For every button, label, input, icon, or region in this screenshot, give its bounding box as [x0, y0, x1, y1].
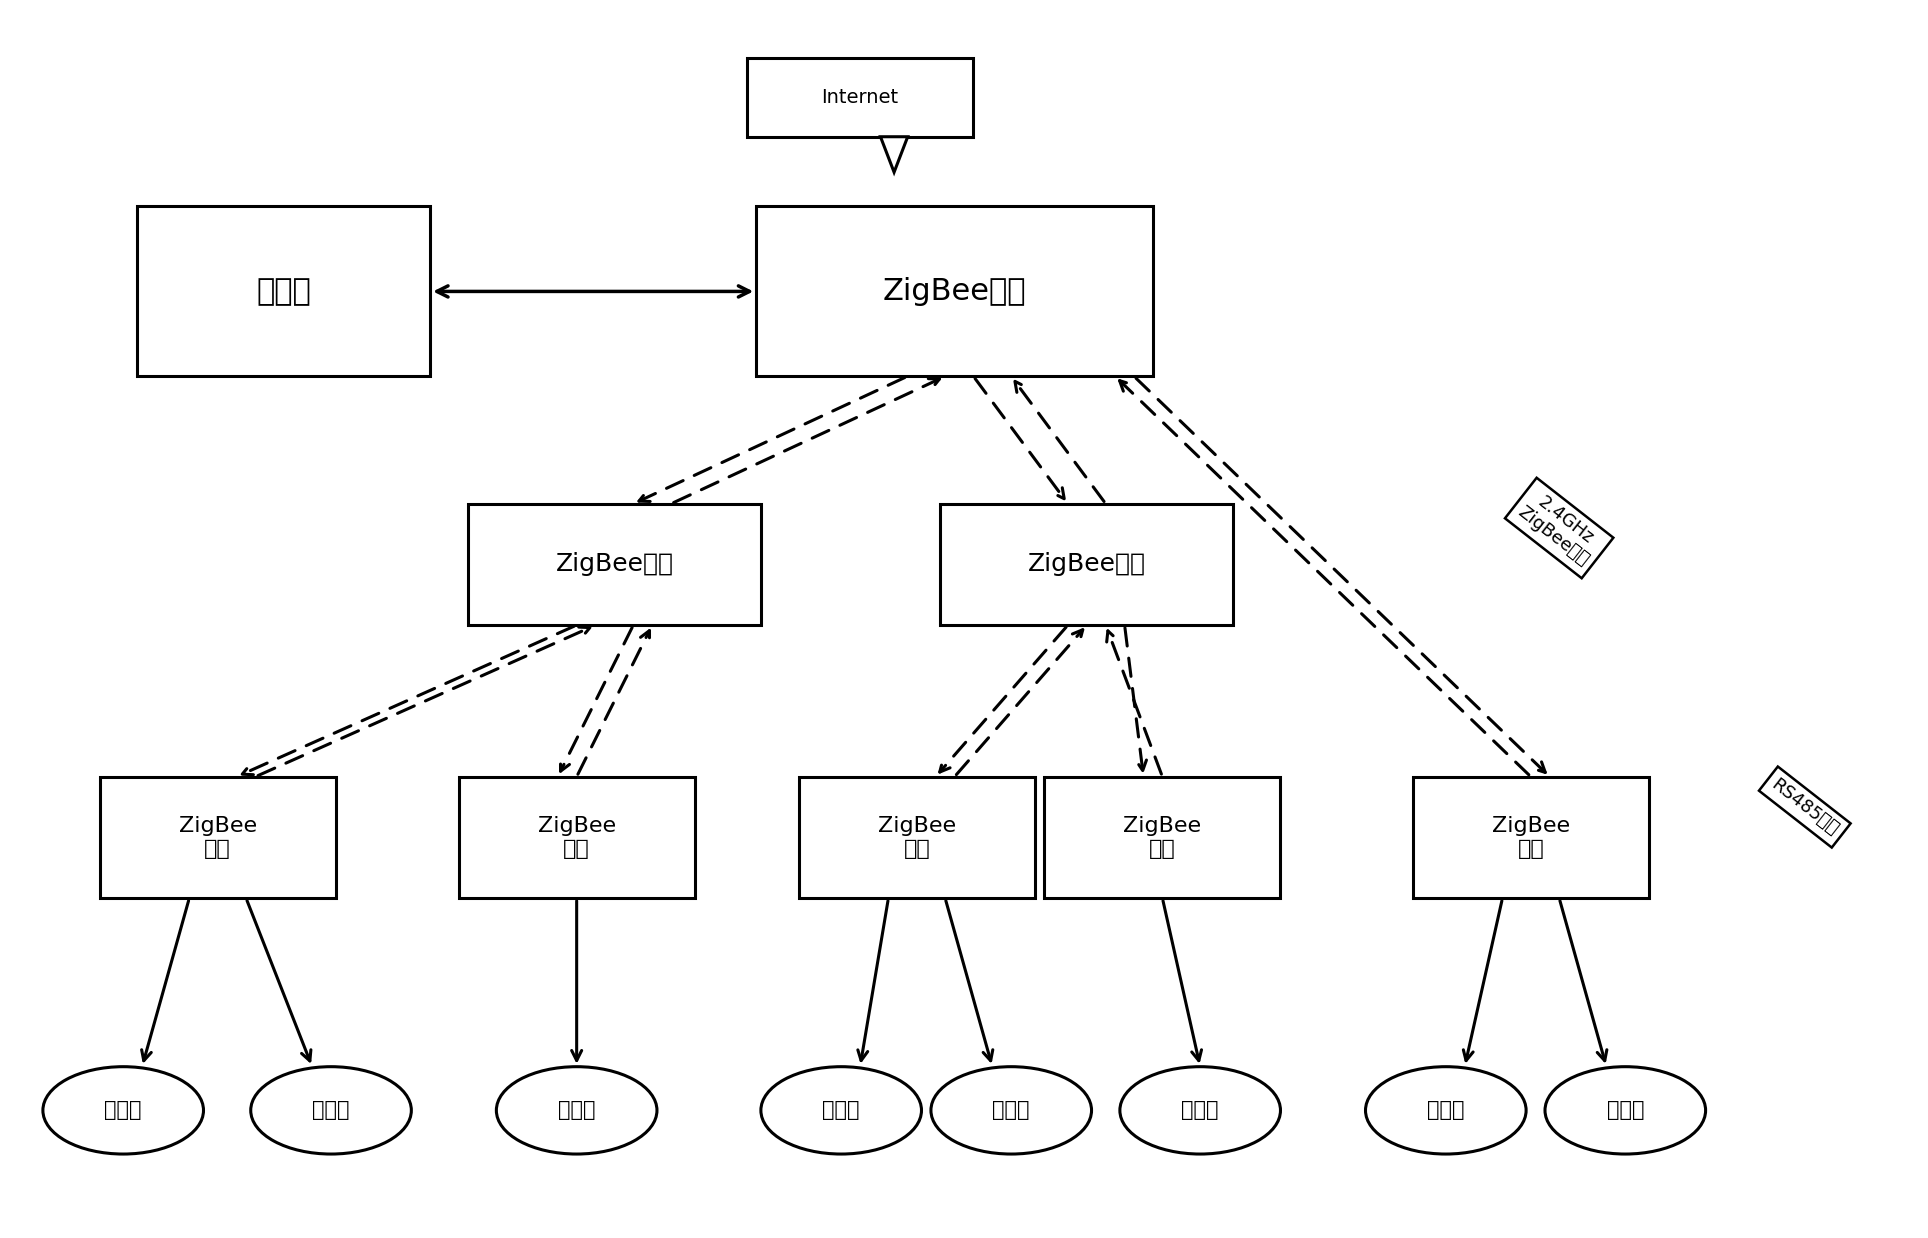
Text: 门控器: 门控器 [104, 1101, 143, 1120]
FancyBboxPatch shape [746, 58, 974, 136]
Polygon shape [881, 136, 908, 172]
FancyBboxPatch shape [756, 207, 1153, 376]
Text: 门控器: 门控器 [312, 1101, 349, 1120]
Text: ZigBee
终端: ZigBee 终端 [1492, 816, 1569, 859]
Ellipse shape [495, 1067, 657, 1154]
Text: 服务器: 服务器 [256, 277, 310, 306]
FancyBboxPatch shape [459, 776, 694, 898]
Ellipse shape [1365, 1067, 1527, 1154]
Text: ZigBee
终端: ZigBee 终端 [538, 816, 615, 859]
Text: ZigBee网关: ZigBee网关 [883, 277, 1026, 306]
Text: 门控器: 门控器 [1427, 1101, 1465, 1120]
FancyBboxPatch shape [941, 504, 1234, 625]
Ellipse shape [1544, 1067, 1706, 1154]
FancyBboxPatch shape [1413, 776, 1648, 898]
Text: 门控器: 门控器 [1182, 1101, 1218, 1120]
Text: ZigBee
终端: ZigBee 终端 [877, 816, 956, 859]
Ellipse shape [42, 1067, 204, 1154]
FancyBboxPatch shape [100, 776, 335, 898]
Text: RS485线缆: RS485线缆 [1768, 775, 1841, 838]
Text: 门控器: 门控器 [993, 1101, 1030, 1120]
FancyBboxPatch shape [469, 504, 762, 625]
Text: 门控器: 门控器 [557, 1101, 596, 1120]
Text: Internet: Internet [821, 88, 898, 106]
FancyBboxPatch shape [137, 207, 430, 376]
Text: 2.4GHz
ZigBee协议: 2.4GHz ZigBee协议 [1513, 487, 1604, 569]
Text: 门控器: 门控器 [1606, 1101, 1645, 1120]
Ellipse shape [251, 1067, 411, 1154]
Text: ZigBee
终端: ZigBee 终端 [1124, 816, 1201, 859]
Text: ZigBee
终端: ZigBee 终端 [179, 816, 256, 859]
Text: 门控器: 门控器 [823, 1101, 860, 1120]
FancyBboxPatch shape [1045, 776, 1280, 898]
Ellipse shape [1120, 1067, 1280, 1154]
Text: ZigBee路由: ZigBee路由 [1028, 552, 1145, 577]
Ellipse shape [762, 1067, 922, 1154]
Text: ZigBee路由: ZigBee路由 [555, 552, 673, 577]
Ellipse shape [931, 1067, 1091, 1154]
FancyBboxPatch shape [798, 776, 1035, 898]
